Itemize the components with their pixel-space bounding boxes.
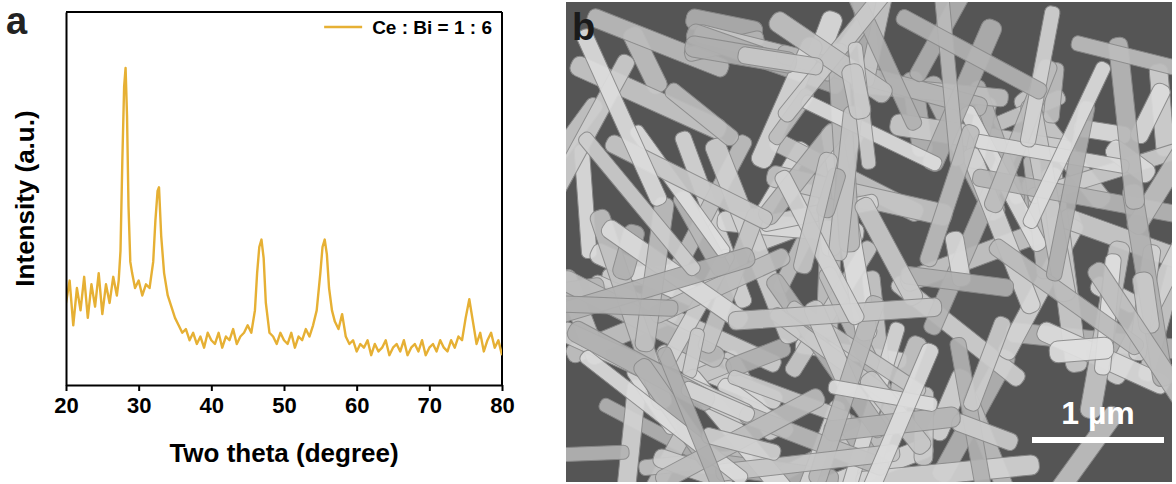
plot-area (66, 68, 502, 355)
x-tick-label: 20 (54, 393, 78, 418)
nanorod (656, 345, 738, 482)
x-axis: 20 30 40 50 60 70 80 (54, 385, 514, 418)
x-tick: 50 (272, 385, 296, 418)
panel-label: a (6, 0, 28, 42)
nanorod (662, 80, 741, 148)
nanorod (894, 7, 1050, 101)
x-tick-label: 30 (127, 393, 151, 418)
x-tick-mark (502, 385, 504, 391)
x-tick-mark (138, 385, 140, 391)
nanorod (728, 297, 942, 330)
legend: Ce : Bi = 1 : 6 (324, 17, 492, 38)
x-tick: 80 (490, 385, 514, 418)
nanorod (566, 292, 678, 316)
x-tick-label: 50 (272, 393, 296, 418)
frame-right (501, 12, 503, 385)
nanorod (737, 46, 824, 76)
nanorod (852, 195, 925, 309)
nanorod (840, 62, 872, 121)
scale-bar-label: 1 µm (1061, 395, 1135, 431)
nanorod (849, 341, 940, 482)
x-tick-mark (211, 385, 213, 391)
x-tick-mark (356, 385, 358, 391)
nanorod (566, 445, 629, 462)
nanorod (1048, 337, 1114, 364)
y-axis (66, 13, 67, 386)
nanorod (962, 314, 1013, 413)
panel-label: b (572, 6, 595, 48)
nanorod (576, 130, 703, 279)
nanorod (682, 327, 706, 379)
x-tick: 30 (127, 385, 151, 418)
x-axis-title: Two theta (degree) (169, 438, 398, 468)
nanorod (1070, 35, 1172, 84)
x-tick-label: 40 (200, 393, 224, 418)
x-tick-mark (66, 385, 68, 391)
x-tick: 60 (345, 385, 369, 418)
scale-bar (1032, 437, 1164, 443)
y-axis-title: Intensity (a.u.) (10, 110, 40, 286)
x-tick: 20 (54, 385, 78, 418)
nanorod (918, 123, 981, 269)
x-tick: 70 (418, 385, 442, 418)
legend-swatch (324, 26, 362, 29)
x-tick-label: 60 (345, 393, 369, 418)
micrograph (566, 2, 1172, 482)
nanorod (792, 151, 839, 276)
figure: 20 30 40 50 60 70 80 Two theta (degree) Intensit… (0, 0, 1176, 484)
x-tick: 40 (200, 385, 224, 418)
x-tick-label: 80 (490, 393, 514, 418)
data-line (66, 68, 502, 355)
y-axis-line (66, 13, 68, 386)
x-tick-mark (429, 385, 431, 391)
legend-label: Ce : Bi = 1 : 6 (372, 17, 492, 38)
x-tick-mark (284, 385, 286, 391)
x-tick-label: 70 (418, 393, 442, 418)
panel-a: 20 30 40 50 60 70 80 Two theta (degree) Intensit… (10, 12, 515, 468)
panel-b: 1 µm b (463, 0, 1176, 484)
frame-top (66, 11, 502, 13)
